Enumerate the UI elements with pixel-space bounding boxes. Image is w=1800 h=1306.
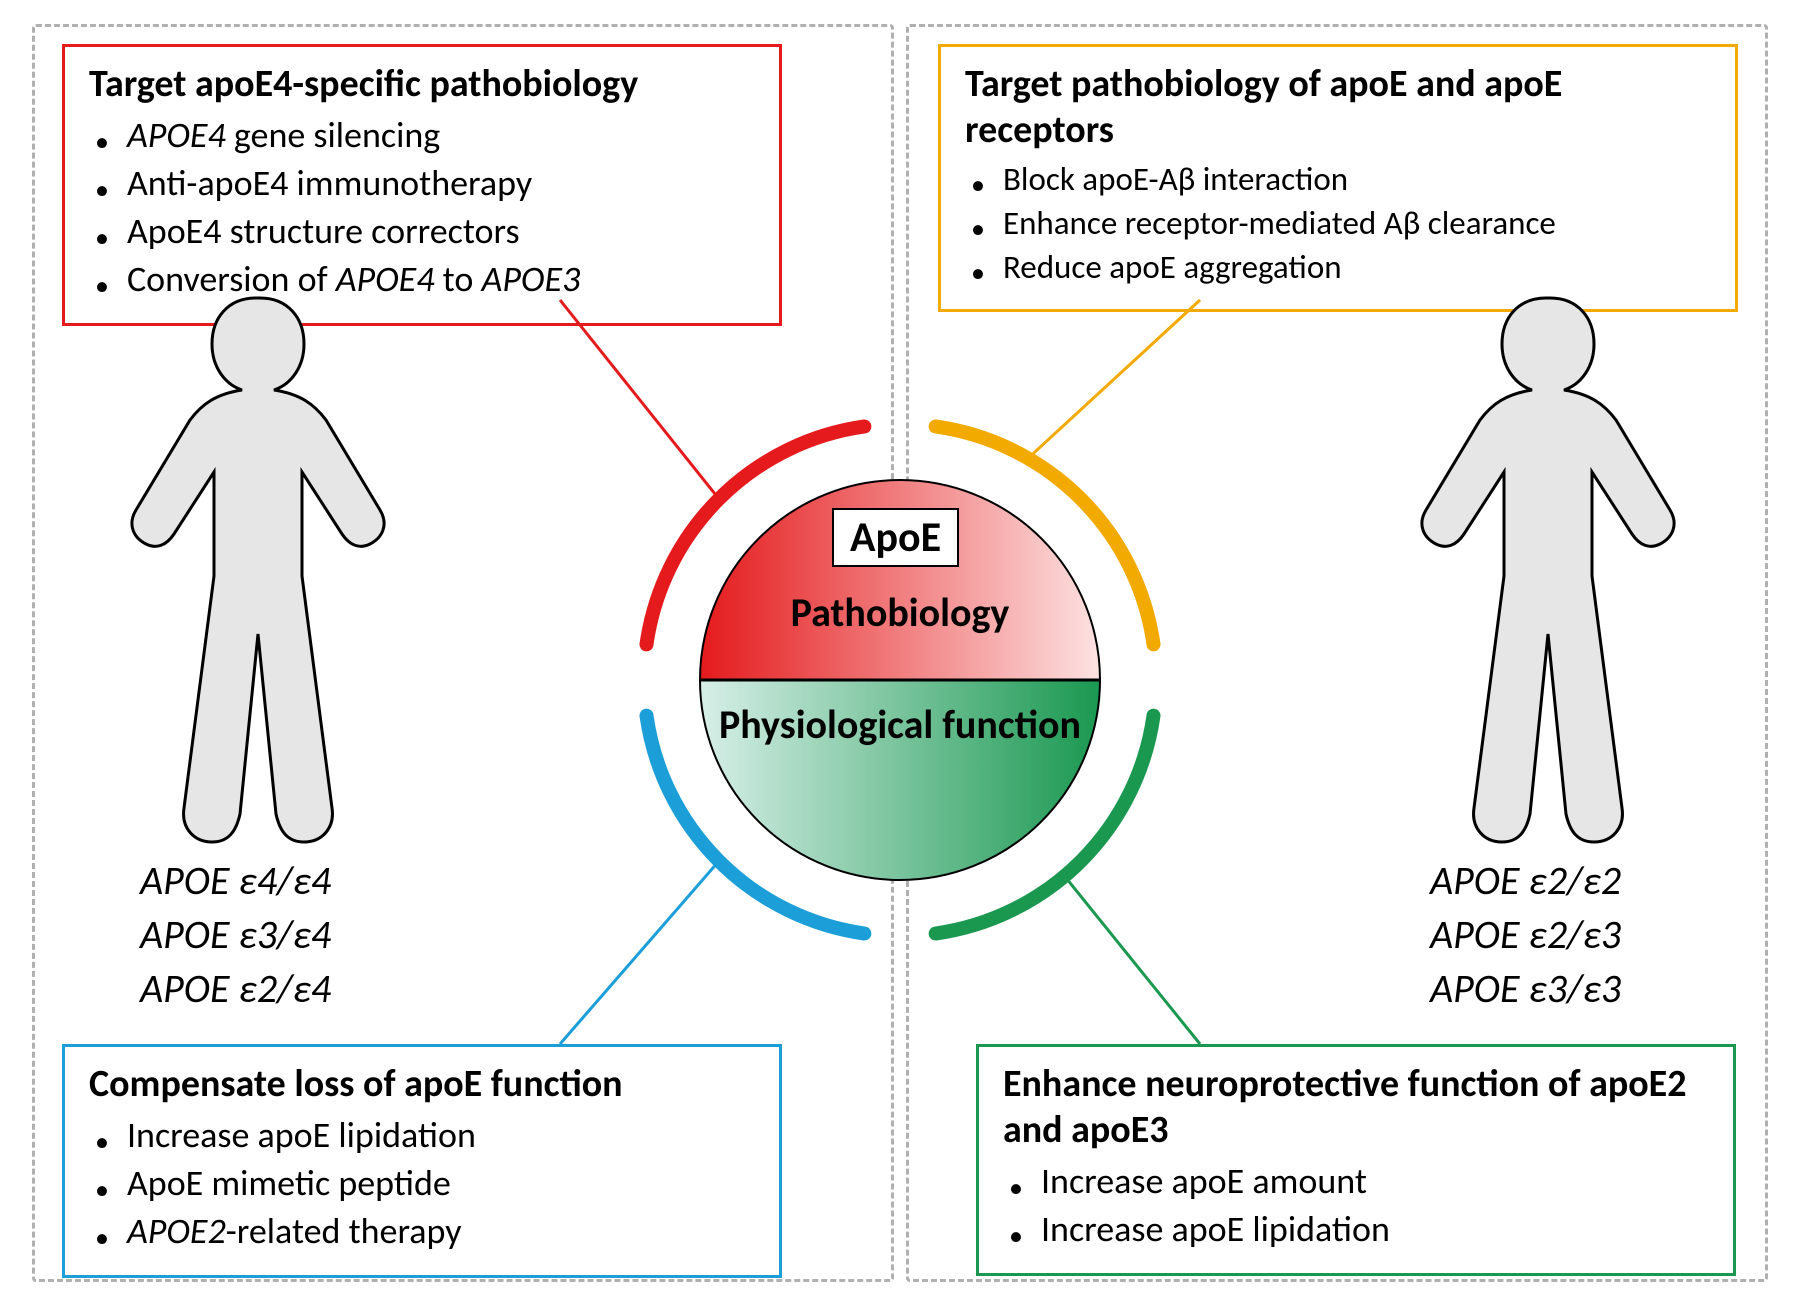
box-title: Target pathobiology of apoE and apoE rec…: [965, 61, 1711, 153]
center-label-pathobiology: Pathobiology: [720, 588, 1080, 637]
human-figure-left: [130, 290, 390, 850]
genotype-line: APOE ε2/ε4: [140, 962, 331, 1016]
human-figure-right: [1420, 290, 1680, 850]
box-list: Increase apoE amountIncrease apoE lipida…: [1003, 1159, 1709, 1251]
genotype-line: APOE ε3/ε3: [1430, 962, 1621, 1016]
box-enhance-neuroprotective: Enhance neuroprotective function of apoE…: [976, 1044, 1736, 1276]
box-list-item: Reduce apoE aggregation: [971, 247, 1711, 287]
genotype-line: APOE ε3/ε4: [140, 908, 331, 962]
genotypes-left: APOE ε4/ε4APOE ε3/ε4APOE ε2/ε4: [140, 854, 331, 1016]
box-title: Enhance neuroprotective function of apoE…: [1003, 1061, 1709, 1153]
box-target-apoe-receptors: Target pathobiology of apoE and apoE rec…: [938, 44, 1738, 312]
box-list: Block apoE-Aβ interactionEnhance recepto…: [965, 159, 1711, 287]
box-list-item: Anti-apoE4 immunotherapy: [95, 161, 755, 205]
box-list-item: Increase apoE lipidation: [95, 1113, 755, 1157]
box-list-item: APOE2-related therapy: [95, 1209, 755, 1253]
box-list-item: APOE4 gene silencing: [95, 113, 755, 157]
box-title: Target apoE4-specific pathobiology: [89, 61, 755, 107]
box-target-apoe4-pathobiology: Target apoE4-specific pathobiology APOE4…: [62, 44, 782, 326]
box-title: Compensate loss of apoE function: [89, 1061, 755, 1107]
center-circle-diagram: [560, 340, 1240, 1020]
center-badge: ApoE: [832, 508, 959, 567]
box-list: Increase apoE lipidationApoE mimetic pep…: [89, 1113, 755, 1253]
box-list-item: ApoE mimetic peptide: [95, 1161, 755, 1205]
box-list-item: Increase apoE lipidation: [1009, 1207, 1709, 1251]
center-label-physiological: Physiological function: [700, 700, 1100, 749]
box-list-item: ApoE4 structure correctors: [95, 209, 755, 253]
genotypes-right: APOE ε2/ε2APOE ε2/ε3APOE ε3/ε3: [1430, 854, 1621, 1016]
box-list-item: Enhance receptor-mediated Aβ clearance: [971, 203, 1711, 243]
box-list-item: Block apoE-Aβ interaction: [971, 159, 1711, 199]
box-compensate-loss: Compensate loss of apoE function Increas…: [62, 1044, 782, 1278]
box-list-item: Increase apoE amount: [1009, 1159, 1709, 1203]
genotype-line: APOE ε2/ε2: [1430, 854, 1621, 908]
genotype-line: APOE ε2/ε3: [1430, 908, 1621, 962]
box-list: APOE4 gene silencingAnti-apoE4 immunothe…: [89, 113, 755, 301]
genotype-line: APOE ε4/ε4: [140, 854, 331, 908]
